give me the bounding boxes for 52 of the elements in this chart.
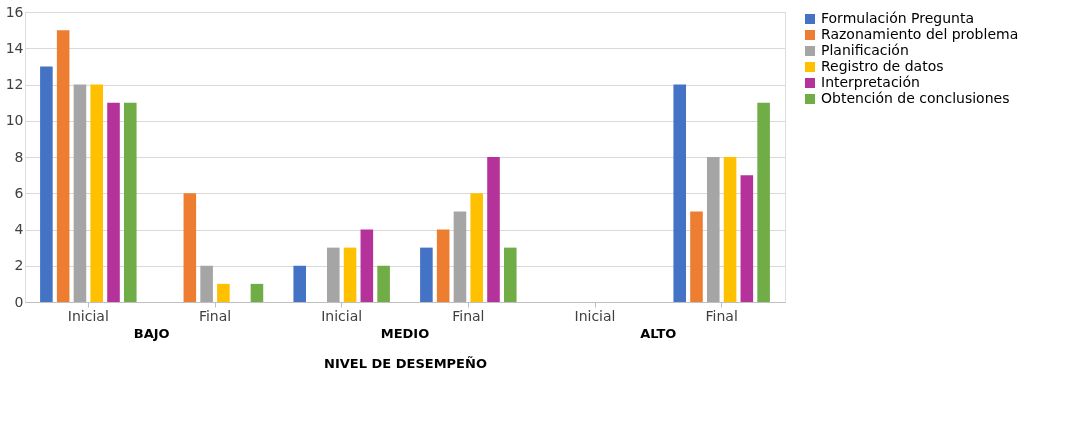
bar xyxy=(73,84,87,302)
legend-label: Formulación Pregunta xyxy=(821,10,975,26)
bar xyxy=(200,265,213,302)
x-tick-label: Inicial xyxy=(321,307,363,324)
bar xyxy=(326,247,340,302)
bar xyxy=(343,247,357,302)
y-tick-label: 4 xyxy=(14,221,24,237)
bar xyxy=(470,193,484,302)
x-tick-label: Final xyxy=(452,307,485,324)
bar xyxy=(377,265,390,302)
legend-label: Planificación xyxy=(821,42,909,58)
legend-label: Registro de datos xyxy=(821,58,944,74)
x-tick-label: Inicial xyxy=(67,307,109,324)
bar xyxy=(420,247,433,302)
bar xyxy=(56,30,70,302)
y-tick-label: 12 xyxy=(5,76,24,92)
x-axis-title: NIVEL DE DESEMPEÑO xyxy=(324,355,487,371)
bar xyxy=(123,102,137,302)
y-tick-label: 2 xyxy=(14,257,24,274)
bar xyxy=(673,84,687,302)
bar xyxy=(183,193,197,302)
bar xyxy=(757,102,770,302)
bar xyxy=(107,102,120,302)
bar xyxy=(293,265,307,302)
bar xyxy=(503,247,517,302)
y-tick-label: 8 xyxy=(14,148,24,165)
x-tick-label: Final xyxy=(705,307,738,324)
x-tick-label: Final xyxy=(198,307,232,324)
text: BAJO xyxy=(133,326,170,341)
legend-label: Razonamiento del problema xyxy=(821,26,1019,42)
bar xyxy=(436,229,450,302)
bar xyxy=(723,157,737,302)
legend-label: Obtención de conclusiones xyxy=(821,90,1010,106)
bar xyxy=(740,175,754,302)
bar xyxy=(690,211,703,302)
bar xyxy=(360,229,374,302)
text: ALTO xyxy=(640,326,677,341)
bar xyxy=(217,283,230,302)
x-tick-label: Inicial xyxy=(574,307,616,324)
y-tick-label: 10 xyxy=(5,112,24,129)
y-tick-label: 0 xyxy=(14,293,24,310)
y-tick-label: 6 xyxy=(14,184,24,201)
bar xyxy=(453,211,467,302)
legend-label: Interpretación xyxy=(821,74,920,90)
bar xyxy=(706,157,720,302)
bar xyxy=(90,84,104,302)
y-tick-label: 16 xyxy=(5,3,24,20)
bar xyxy=(250,283,264,302)
bar xyxy=(487,157,500,302)
bar xyxy=(40,66,53,302)
text: MEDIO xyxy=(380,326,430,341)
y-tick-label: 14 xyxy=(5,39,24,56)
